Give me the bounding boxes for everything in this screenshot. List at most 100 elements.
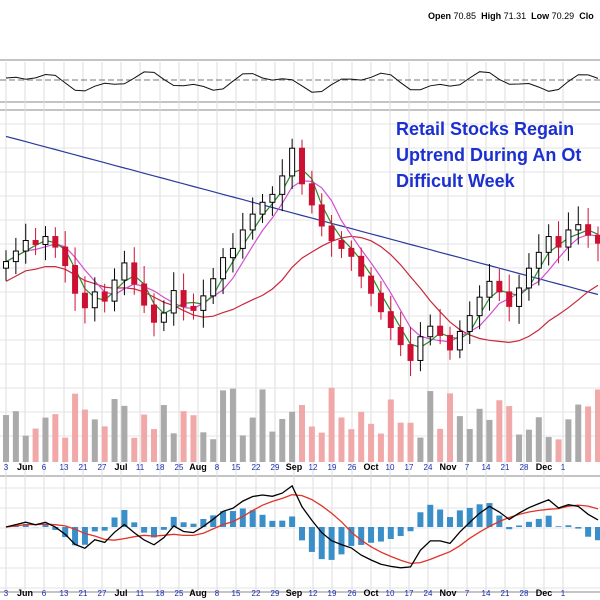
macd-histogram-bar — [190, 523, 197, 527]
macd-histogram-bar — [407, 527, 414, 532]
volume-bar — [229, 388, 236, 462]
macd-x-tick-label: Nov — [439, 588, 456, 598]
volume-bar — [151, 429, 157, 462]
candle-body — [279, 175, 286, 195]
high-value: 71.31 — [503, 11, 527, 21]
candle-body — [111, 279, 118, 302]
candle-body — [101, 291, 108, 302]
macd-histogram-bar — [585, 527, 592, 537]
headline: Retail Stocks Regain Uptrend During An O… — [396, 116, 581, 194]
candle-body — [525, 267, 532, 289]
close-label: Clo — [579, 11, 594, 21]
macd-histogram-bar — [289, 516, 296, 527]
volume-bar — [289, 411, 296, 462]
volume-bar — [575, 404, 582, 462]
macd-histogram-bar — [456, 510, 463, 527]
macd-histogram-bar — [259, 514, 266, 527]
macd-x-tick-label: Oct — [363, 588, 378, 598]
macd-x-tick-label: 11 — [136, 589, 145, 598]
x-tick-label: 15 — [232, 463, 241, 472]
macd-histogram-bar — [368, 527, 375, 543]
candle-body — [368, 275, 375, 294]
volume-bar — [141, 414, 148, 462]
macd-histogram-bar — [42, 524, 49, 527]
macd-histogram-bar — [269, 520, 276, 527]
x-tick-label: Jun — [17, 462, 33, 472]
volume-bar — [22, 435, 29, 462]
candle-body — [289, 147, 296, 177]
volume-bar — [377, 433, 384, 462]
macd-histogram-bar — [52, 527, 59, 530]
macd-signal-line — [5, 494, 599, 565]
candle-body — [151, 304, 157, 323]
candle-body — [180, 290, 187, 307]
macd-histogram-bar — [476, 504, 483, 527]
volume-bar — [437, 428, 444, 462]
volume-bar — [427, 391, 434, 462]
volume-bar — [101, 426, 108, 462]
candle-body — [456, 330, 463, 351]
candle-body — [220, 257, 227, 280]
rsi-line — [5, 71, 599, 93]
macd-x-tick-label: Dec — [536, 588, 553, 598]
candle-body — [91, 291, 98, 309]
candle-body — [575, 224, 582, 231]
macd-histogram-bar — [466, 507, 473, 527]
volume-bar — [131, 437, 138, 462]
volume-bar — [269, 431, 276, 462]
candle-body — [52, 236, 59, 248]
macd-histogram-bar — [72, 527, 79, 546]
macd-x-tick-label: 25 — [175, 589, 184, 598]
volume-bar — [476, 408, 483, 462]
candle-body — [417, 336, 424, 361]
low-label: Low — [531, 11, 550, 21]
candle-body — [585, 224, 592, 236]
volume-bar — [486, 419, 493, 462]
volume-bar — [210, 439, 217, 462]
volume-bar — [72, 393, 79, 462]
candle-body — [308, 183, 315, 206]
headline-line-2: Uptrend During An Ot — [396, 145, 582, 165]
macd-x-tick-label: 24 — [424, 589, 433, 598]
x-tick-label: Sep — [286, 462, 303, 472]
volume-bar — [328, 387, 335, 462]
macd-x-tick-label: 27 — [98, 589, 107, 598]
candle-body — [496, 280, 503, 293]
candle-body — [506, 291, 513, 307]
macd-histogram-bar — [141, 527, 148, 533]
candle-body — [595, 234, 600, 244]
x-tick-label: 21 — [79, 463, 88, 472]
volume-bar — [535, 417, 542, 462]
volume-bar — [190, 415, 197, 462]
candle-body — [22, 240, 29, 252]
candle-body — [535, 251, 542, 269]
x-tick-label: 22 — [252, 463, 261, 472]
x-tick-label: Jul — [114, 462, 127, 472]
volume-bar — [545, 437, 552, 462]
macd-histogram-bar — [62, 527, 69, 538]
volume-bar — [170, 433, 177, 462]
candle-body — [476, 296, 483, 317]
macd-histogram-bar — [525, 521, 532, 527]
macd-histogram-bar — [22, 524, 29, 527]
volume-bar — [555, 439, 562, 462]
candle-body — [200, 295, 207, 311]
candle-body — [427, 325, 434, 338]
x-tick-label: 11 — [136, 463, 145, 472]
macd-histogram-bar — [131, 522, 138, 527]
volume-bar — [318, 432, 325, 462]
volume-bar — [239, 435, 246, 462]
volume-bar — [180, 411, 187, 462]
x-tick-label: 7 — [465, 463, 470, 472]
x-tick-label: 14 — [482, 463, 491, 472]
x-tick-label: 25 — [175, 463, 184, 472]
volume-bar — [595, 389, 600, 462]
volume-bar — [42, 417, 49, 462]
macd-x-tick-label: 12 — [309, 589, 318, 598]
x-tick-label: 3 — [4, 463, 9, 472]
macd-histogram-bar — [91, 527, 98, 532]
volume-bar — [417, 437, 424, 462]
macd-histogram-bar — [229, 511, 236, 527]
volume-bar — [368, 423, 375, 462]
